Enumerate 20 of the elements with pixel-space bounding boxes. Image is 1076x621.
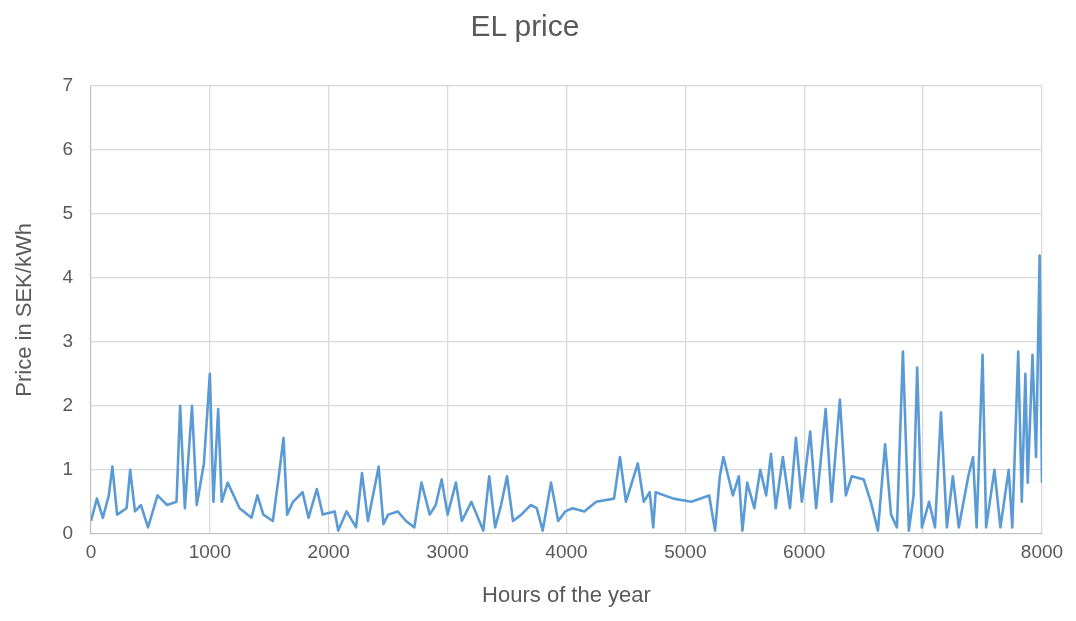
y-tick-label: 4 — [62, 266, 74, 288]
y-tick-label: 7 — [62, 74, 73, 96]
chart-title: EL price — [470, 9, 580, 43]
y-tick-label: 3 — [62, 330, 73, 352]
y-tick-label: 2 — [62, 394, 73, 416]
x-tick-label: 7000 — [901, 541, 945, 563]
x-tick-label: 4000 — [545, 541, 588, 563]
y-tick-label: 0 — [62, 522, 73, 544]
y-tick-label: 6 — [62, 138, 73, 160]
y-tick-label: 1 — [62, 458, 73, 480]
x-tick-label: 8000 — [1020, 541, 1064, 563]
x-tick-label: 2000 — [307, 541, 350, 563]
x-axis-title: Hours of the year — [482, 581, 651, 607]
x-tick-label: 1000 — [188, 541, 231, 563]
y-tick-label: 5 — [62, 202, 73, 224]
x-tick-label: 0 — [85, 541, 97, 563]
x-tick-label: 3000 — [426, 541, 469, 563]
x-tick-label: 5000 — [664, 541, 707, 563]
x-tick-label: 6000 — [783, 541, 826, 563]
y-axis-title: Price in SEK/kWh — [11, 223, 37, 397]
